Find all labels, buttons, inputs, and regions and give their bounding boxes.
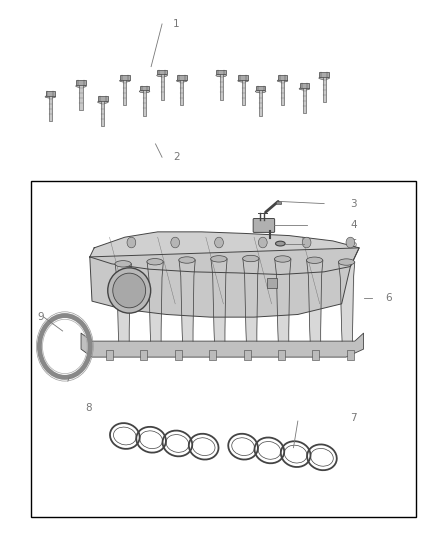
Ellipse shape (179, 257, 195, 263)
Bar (98, 96, 108, 101)
Bar (175, 350, 182, 360)
Bar (256, 85, 265, 90)
Ellipse shape (98, 101, 108, 103)
Bar (76, 80, 86, 85)
Ellipse shape (147, 259, 163, 265)
Ellipse shape (216, 74, 226, 77)
Text: 1: 1 (173, 19, 180, 29)
Bar (31, 181, 416, 517)
Polygon shape (179, 260, 195, 341)
Polygon shape (147, 262, 163, 341)
Ellipse shape (177, 79, 187, 82)
Polygon shape (243, 259, 259, 341)
Bar (319, 72, 329, 77)
Ellipse shape (276, 241, 285, 246)
Bar (347, 350, 354, 360)
Bar (267, 278, 277, 288)
Text: 9: 9 (37, 312, 44, 322)
Bar (220, 72, 223, 100)
Text: 6: 6 (385, 294, 392, 303)
Polygon shape (81, 333, 364, 357)
Bar (303, 85, 306, 113)
Bar (140, 85, 149, 90)
Text: 8: 8 (85, 403, 92, 413)
Bar (106, 350, 113, 360)
Bar (312, 350, 319, 360)
Text: 3: 3 (350, 199, 357, 208)
Bar (244, 350, 251, 360)
Bar (278, 75, 287, 79)
Ellipse shape (45, 95, 56, 98)
Ellipse shape (255, 90, 266, 93)
Ellipse shape (115, 261, 131, 267)
Bar (281, 77, 284, 105)
Ellipse shape (157, 74, 167, 77)
Bar (49, 93, 52, 121)
Ellipse shape (307, 257, 323, 263)
Bar (216, 69, 226, 74)
Ellipse shape (299, 87, 310, 90)
Bar (177, 75, 187, 79)
Text: 5: 5 (350, 239, 357, 248)
Ellipse shape (277, 79, 288, 82)
Text: 7: 7 (350, 414, 357, 423)
Text: 2: 2 (173, 152, 180, 162)
Bar (141, 350, 148, 360)
Polygon shape (339, 262, 355, 341)
Bar (300, 83, 309, 87)
Circle shape (258, 237, 267, 248)
Polygon shape (275, 259, 291, 341)
Ellipse shape (139, 90, 150, 93)
Bar (157, 69, 167, 74)
Bar (124, 77, 126, 105)
Bar (180, 77, 183, 105)
Bar (160, 72, 163, 100)
Polygon shape (115, 264, 131, 341)
Ellipse shape (120, 79, 130, 82)
Circle shape (215, 237, 223, 248)
Ellipse shape (275, 256, 291, 262)
Bar (278, 350, 285, 360)
Text: 4: 4 (350, 220, 357, 230)
Bar (209, 350, 216, 360)
Ellipse shape (319, 77, 329, 79)
Ellipse shape (108, 268, 151, 313)
Bar (143, 88, 146, 116)
Bar (322, 75, 326, 102)
Polygon shape (90, 248, 359, 317)
Ellipse shape (238, 79, 248, 82)
Circle shape (302, 237, 311, 248)
Bar (259, 88, 262, 116)
Bar (242, 77, 245, 105)
FancyBboxPatch shape (253, 219, 275, 232)
Ellipse shape (113, 273, 145, 308)
Bar (46, 91, 55, 96)
Bar (276, 201, 281, 204)
Bar (120, 75, 130, 79)
Circle shape (346, 237, 355, 248)
Bar (101, 99, 104, 126)
Ellipse shape (243, 255, 259, 262)
Circle shape (171, 237, 180, 248)
Polygon shape (307, 260, 323, 341)
Circle shape (127, 237, 136, 248)
Ellipse shape (211, 256, 227, 262)
Bar (80, 83, 82, 110)
Ellipse shape (76, 85, 86, 87)
Polygon shape (90, 232, 359, 274)
Bar (238, 75, 248, 79)
Ellipse shape (338, 259, 355, 265)
Polygon shape (211, 259, 227, 341)
